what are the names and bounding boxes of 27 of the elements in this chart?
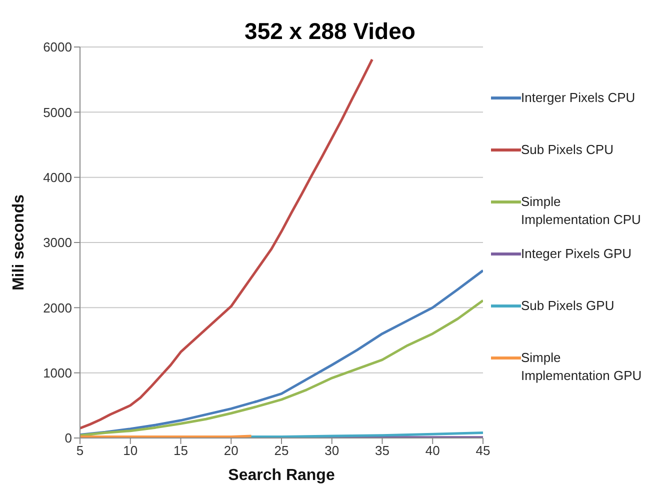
- legend-label: Integer Pixels GPU: [521, 245, 632, 263]
- x-tick-label: 10: [123, 443, 138, 458]
- y-tick-label: 4000: [43, 170, 72, 185]
- x-tick-label: 30: [324, 443, 340, 458]
- x-axis-title: Search Range: [228, 467, 335, 484]
- y-axis-title: Mili seconds: [10, 194, 28, 291]
- x-tick-label: 45: [476, 443, 490, 458]
- x-tick-label: 25: [274, 443, 289, 458]
- x-tick-label: 15: [174, 443, 188, 458]
- legend-label: Interger Pixels CPU: [521, 89, 636, 107]
- y-tick-label: 6000: [43, 40, 72, 55]
- y-tick-label: 2000: [43, 300, 72, 316]
- line-series: [80, 58, 374, 430]
- legend-label: Sub Pixels CPU: [521, 141, 614, 159]
- x-tick-label: 20: [224, 443, 238, 458]
- y-tick-label: 3000: [43, 235, 72, 250]
- x-tick-label: 40: [425, 443, 440, 458]
- x-tick-label: 5: [76, 443, 84, 458]
- legend-label: Simple Implementation GPU: [521, 349, 643, 385]
- line-series: [80, 269, 483, 436]
- legend-label: Sub Pixels GPU: [521, 297, 614, 315]
- y-tick-label: 5000: [43, 104, 72, 120]
- chart-title: 352 x 288 Video: [244, 18, 416, 45]
- y-tick-label: 1000: [43, 365, 72, 380]
- y-tick-label: 0: [64, 430, 72, 446]
- legend-label: Simple Implementation CPU: [521, 193, 642, 229]
- x-tick-label: 35: [375, 443, 390, 458]
